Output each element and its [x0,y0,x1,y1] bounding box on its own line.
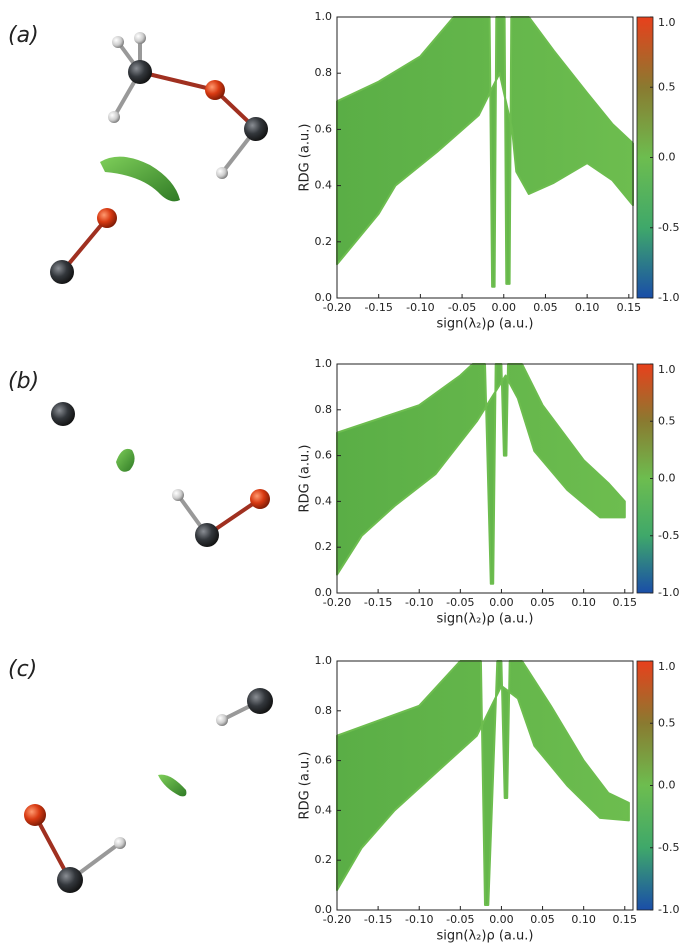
figure: (a)-0.20-0.15-0.10-0.050.000.050.100.150… [0,0,680,948]
x-tick-label: 0.15 [617,301,642,314]
y-axis-label: RDG (a.u.) [298,124,313,192]
x-tick-label: 0.10 [571,913,596,926]
colorbar-tick-label: 0.5 [658,414,676,427]
colorbar-tick-label: 1.0 [658,363,676,376]
x-tick-label: -0.05 [448,301,476,314]
y-tick-label: 0.2 [315,540,333,553]
x-tick-label: -0.15 [364,913,392,926]
molecule-b [51,402,270,547]
y-tick-label: 0.4 [315,179,333,192]
y-tick-label: 0.6 [315,122,333,135]
x-tick-label: -0.15 [364,301,392,314]
x-tick-label: 0.15 [613,913,638,926]
colorbar-tick-label: 1.0 [658,660,676,673]
x-tick-label: -0.15 [364,596,392,609]
y-tick-label: 0.8 [315,403,333,416]
y-tick-label: 0.2 [315,853,333,866]
x-tick-label: -0.10 [405,596,433,609]
colorbar-tick-label: 0.0 [658,472,676,485]
panel-label: (b) [8,369,39,394]
x-axis-label: sign(λ₂)ρ (a.u.) [437,317,534,332]
colorbar-tick-label: 0.0 [658,779,676,792]
y-tick-label: 0.8 [315,66,333,79]
x-tick-label: 0.05 [533,301,558,314]
y-tick-label: 0.8 [315,704,333,717]
y-tick-label: 0.0 [315,291,333,304]
x-tick-label: 0.10 [571,596,596,609]
y-tick-label: 0.6 [315,754,333,767]
y-tick-label: 0.6 [315,449,333,462]
x-axis-label: sign(λ₂)ρ (a.u.) [437,612,534,627]
x-tick-label: -0.10 [406,301,434,314]
x-tick-label: 0.10 [575,301,600,314]
molecule-a [50,32,268,284]
molecule-c [24,688,273,893]
colorbar-tick-label: -1.0 [658,903,679,916]
y-tick-label: 0.4 [315,803,333,816]
colorbar-tick-label: 0.0 [658,151,676,164]
point-cloud [337,661,629,905]
point-cloud [337,364,625,584]
x-tick-label: -0.05 [446,913,474,926]
x-tick-label: 0.00 [489,596,514,609]
y-tick-label: 0.2 [315,235,333,248]
point-cloud [337,17,633,287]
x-tick-label: 0.00 [489,913,514,926]
y-tick-label: 1.0 [315,357,333,370]
panel-label: (c) [8,657,37,682]
x-tick-label: -0.10 [405,913,433,926]
panel-label: (a) [8,23,39,48]
colorbar-tick-label: -0.5 [658,221,679,234]
colorbar-tick-label: 1.0 [658,16,676,29]
x-tick-label: 0.05 [530,913,555,926]
y-tick-label: 1.0 [315,654,333,667]
x-tick-label: -0.05 [446,596,474,609]
y-tick-label: 1.0 [315,10,333,23]
x-tick-label: 0.15 [613,596,638,609]
x-tick-label: 0.00 [492,301,517,314]
colorbar-tick-label: -0.5 [658,529,679,542]
x-axis-label: sign(λ₂)ρ (a.u.) [437,929,534,944]
colorbar-tick-label: -0.5 [658,841,679,854]
colorbar-tick-label: 0.5 [658,80,676,93]
colorbar-tick-label: -1.0 [658,291,679,304]
x-tick-label: 0.05 [530,596,555,609]
y-axis-label: RDG (a.u.) [298,752,313,820]
y-tick-label: 0.4 [315,494,333,507]
y-tick-label: 0.0 [315,586,333,599]
colorbar-tick-label: 0.5 [658,716,676,729]
y-tick-label: 0.0 [315,903,333,916]
colorbar-tick-label: -1.0 [658,586,679,599]
y-axis-label: RDG (a.u.) [298,445,313,513]
